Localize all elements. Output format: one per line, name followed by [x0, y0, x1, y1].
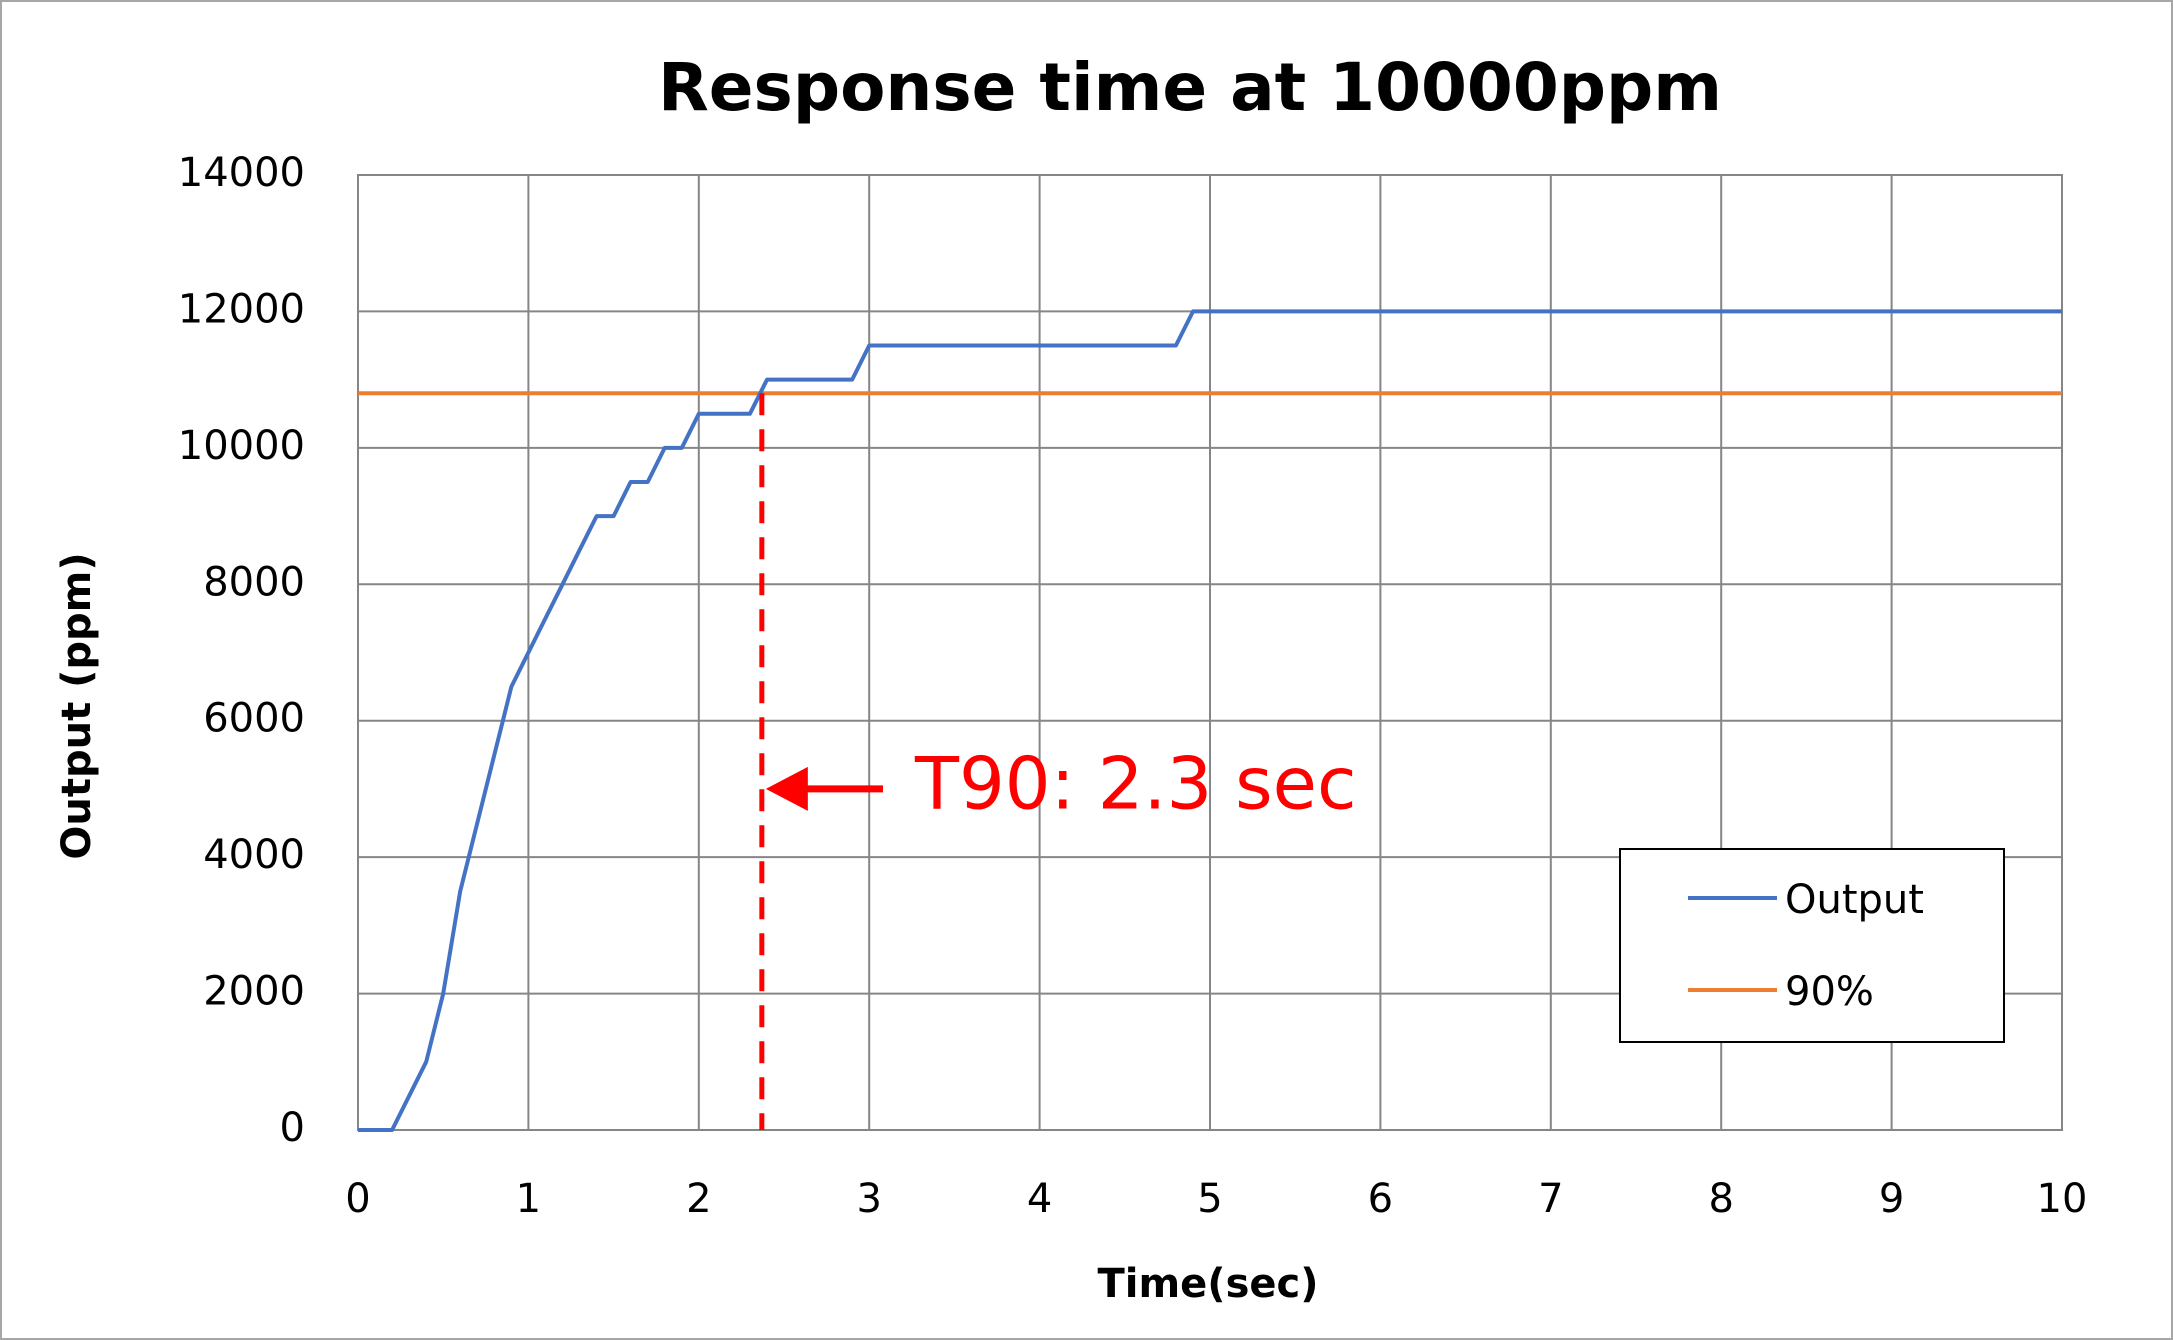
x-tick-label: 2 — [686, 1176, 711, 1222]
x-axis-ticks: 0 1 2 3 4 5 6 7 8 9 10 — [345, 1176, 2087, 1222]
x-tick-label: 4 — [1027, 1176, 1052, 1222]
x-tick-label: 9 — [1879, 1176, 1904, 1222]
t90-label: T90: 2.3 sec — [914, 741, 1357, 825]
x-tick-label: 0 — [345, 1176, 370, 1222]
x-axis-label: Time(sec) — [1097, 1261, 1318, 1307]
x-tick-label: 5 — [1197, 1176, 1222, 1222]
series-line-output — [358, 309, 2062, 1132]
y-tick-label: 0 — [280, 1105, 305, 1151]
y-tick-label: 10000 — [178, 423, 305, 469]
x-tick-label: 3 — [856, 1176, 881, 1222]
y-tick-label: 14000 — [178, 150, 305, 196]
x-tick-label: 7 — [1538, 1176, 1563, 1222]
y-tick-label: 4000 — [203, 832, 305, 878]
x-tick-label: 1 — [516, 1176, 541, 1222]
legend-label-90-percent: 90% — [1785, 969, 1874, 1015]
x-tick-label: 6 — [1368, 1176, 1393, 1222]
chart-title: Response time at 10000ppm — [658, 49, 1722, 126]
legend-label-output: Output — [1785, 877, 1924, 923]
series-layer — [358, 309, 2062, 1132]
legend-box — [1619, 848, 2005, 1043]
y-axis-label: Output (ppm) — [54, 552, 100, 859]
y-tick-label: 8000 — [203, 559, 305, 605]
y-tick-label: 6000 — [203, 696, 305, 742]
x-tick-label: 10 — [2037, 1176, 2088, 1222]
y-tick-label: 12000 — [178, 286, 305, 332]
t90-annotation: T90: 2.3 sec — [759, 393, 1357, 1130]
t90-arrow-head — [765, 766, 808, 811]
x-tick-label: 8 — [1708, 1176, 1733, 1222]
y-tick-label: 2000 — [203, 969, 305, 1015]
legend: Output 90% — [1619, 848, 2005, 1043]
y-axis-ticks: 0 2000 4000 6000 8000 10000 12000 14000 — [178, 150, 305, 1151]
